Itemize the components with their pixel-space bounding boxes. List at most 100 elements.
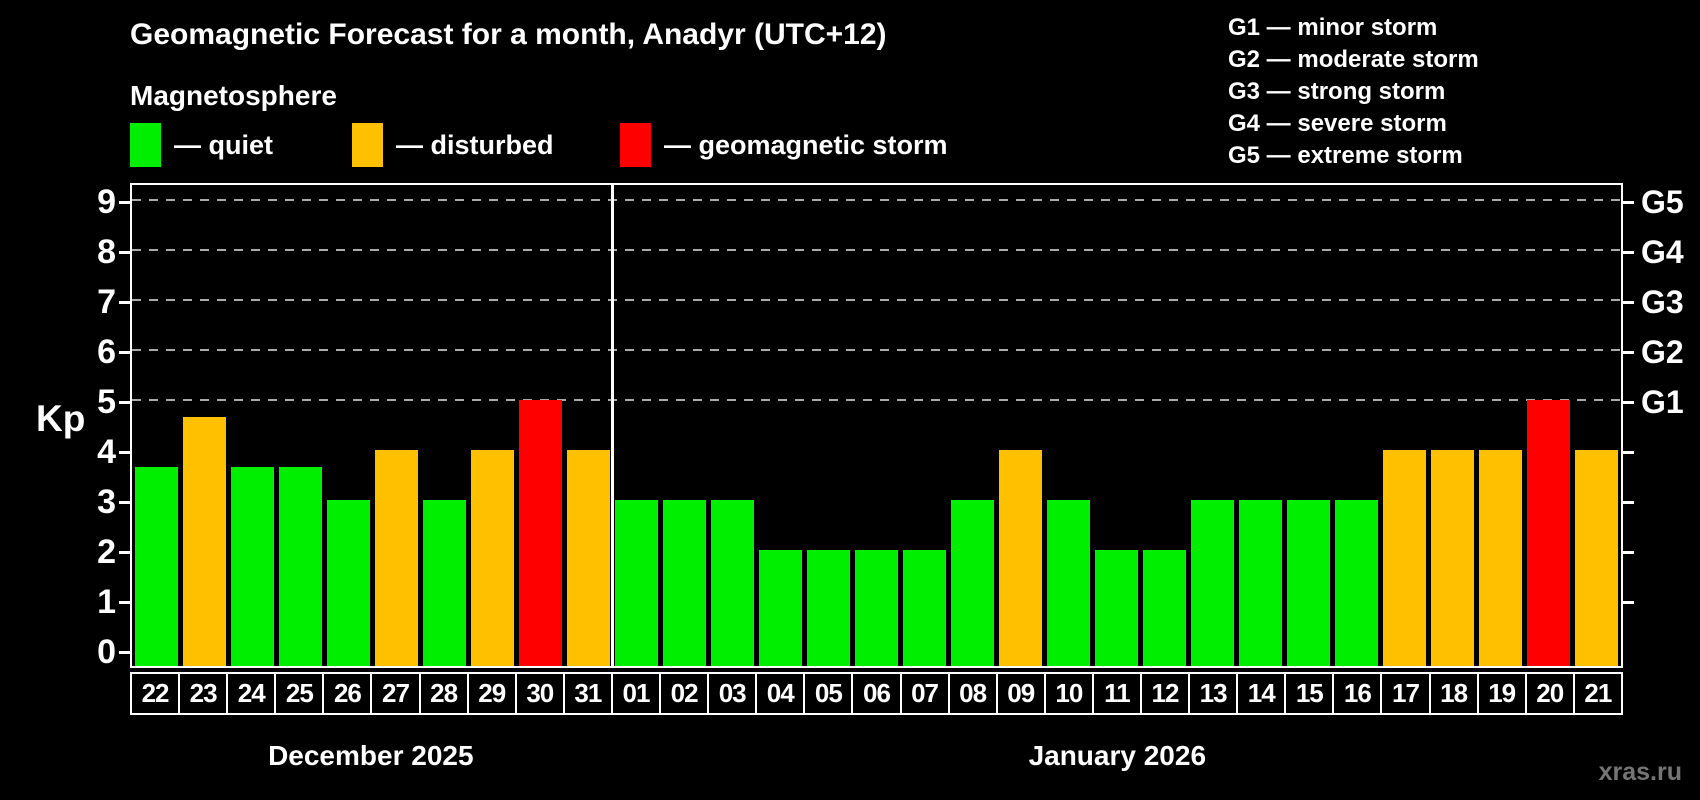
kp-bar-dec-22 [134,466,178,666]
legend-label-quiet: — quiet [174,129,273,160]
bar-cell [756,185,804,666]
kp-bar-jan-18 [1431,450,1475,666]
month-labels-row: December 2025 January 2026 [130,726,1623,772]
date-cell-jan-12: 12 [1141,674,1191,713]
bar-cell [420,185,468,666]
bar-cell [516,185,564,666]
month-separator-line [610,185,614,666]
kp-bar-jan-03 [710,500,754,666]
storm-color-swatch [620,123,651,167]
kp-bar-jan-12 [1143,550,1187,666]
kp-tick-right [1622,201,1634,204]
bars-layer [132,185,1621,666]
kp-bar-jan-11 [1095,550,1139,666]
date-cell-jan-18: 18 [1430,674,1479,713]
date-cell-dec-24: 24 [228,674,277,713]
bar-cell [276,185,324,666]
bar-cell [1573,185,1621,666]
legend-item-disturbed: — disturbed [352,122,554,168]
kp-bar-dec-23 [182,416,226,666]
date-cell-jan-20: 20 [1526,674,1575,713]
bar-cell [708,185,756,666]
g-legend-line: G2 — moderate storm [1228,46,1479,73]
kp-bar-jan-02 [662,500,706,666]
kp-bar-dec-31 [566,450,610,666]
kp-tick-label: 4 [97,433,116,471]
bar-cell [1285,185,1333,666]
date-cell-dec-28: 28 [420,674,469,713]
date-cell-jan-21: 21 [1574,674,1621,713]
date-cell-jan-10: 10 [1045,674,1094,713]
date-cell-jan-19: 19 [1478,674,1527,713]
kp-bar-jan-09 [999,450,1043,666]
page-title: Geomagnetic Forecast for a month, Anadyr… [130,18,887,51]
kp-tick-label: 1 [97,583,116,621]
bar-cell [949,185,997,666]
kp-tick-right [1622,301,1634,304]
kp-tick-right [1622,451,1634,454]
g-legend-line: G4 — severe storm [1228,110,1447,137]
kp-tick-label: 6 [97,333,116,371]
date-cell-jan-08: 08 [949,674,998,713]
kp-bar-jan-20 [1527,400,1571,666]
bar-cell [1381,185,1429,666]
kp-bar-jan-17 [1383,450,1427,666]
date-cell-jan-07: 07 [901,674,950,713]
date-cell-jan-11: 11 [1093,674,1142,713]
kp-tick-right [1622,501,1634,504]
date-cell-jan-16: 16 [1334,674,1383,713]
bar-cell [1237,185,1285,666]
bar-cell [804,185,852,666]
watermark: xras.ru [1598,758,1682,786]
bar-cell [660,185,708,666]
date-cell-dec-27: 27 [372,674,421,713]
g-scale-legend: G1 — minor storm G2 — moderate storm G3 — … [1228,12,1479,172]
bar-cell [132,185,180,666]
gridline-kp7 [132,299,1621,301]
kp-tick-label: 7 [97,283,116,321]
bar-cell [1189,185,1237,666]
kp-bar-jan-05 [806,550,850,666]
date-cell-jan-05: 05 [805,674,854,713]
g-tick-label: G3 [1641,284,1684,320]
date-cell-jan-14: 14 [1238,674,1287,713]
kp-tick-label: 3 [97,483,116,521]
bar-cell [372,185,420,666]
g-legend-line: G1 — minor storm [1228,14,1438,41]
date-cell-jan-04: 04 [757,674,806,713]
kp-bar-dec-28 [422,500,466,666]
bar-cell [1093,185,1141,666]
kp-tick-right [1622,551,1634,554]
kp-bar-jan-01 [614,500,658,666]
bar-cell [997,185,1045,666]
bar-cell [324,185,372,666]
bar-cell [1429,185,1477,666]
kp-bar-dec-30 [518,400,562,666]
kp-bar-jan-07 [903,550,947,666]
kp-tick-right [1622,401,1634,404]
month-label: January 2026 [1028,740,1207,771]
bar-cell [852,185,900,666]
bar-cell [564,185,612,666]
g-tick-label: G1 [1641,384,1684,420]
disturbed-color-swatch [352,123,383,167]
kp-bar-jan-06 [854,550,898,666]
kp-bar-jan-19 [1479,450,1523,666]
kp-bar-jan-13 [1191,500,1235,666]
bar-cell [1045,185,1093,666]
date-axis-row: 22 23 24 25 26 27 28 29 30 31 01 02 03 04 05 06 07 08 09 10… [130,672,1623,715]
bar-cell [1333,185,1381,666]
date-cell-jan-13: 13 [1190,674,1239,713]
date-cell-dec-23: 23 [180,674,229,713]
date-cell-dec-26: 26 [324,674,373,713]
kp-bar-jan-08 [951,500,995,666]
date-cell-jan-02: 02 [661,674,710,713]
gridline-kp8 [132,249,1621,251]
date-cell-dec-31: 31 [564,674,613,713]
legend-item-quiet: — quiet [130,122,273,168]
legend-label-storm: — geomagnetic storm [664,129,948,160]
gridline-kp5 [132,399,1621,401]
g-legend-line: G3 — strong storm [1228,78,1446,105]
kp-bar-dec-26 [326,500,370,666]
